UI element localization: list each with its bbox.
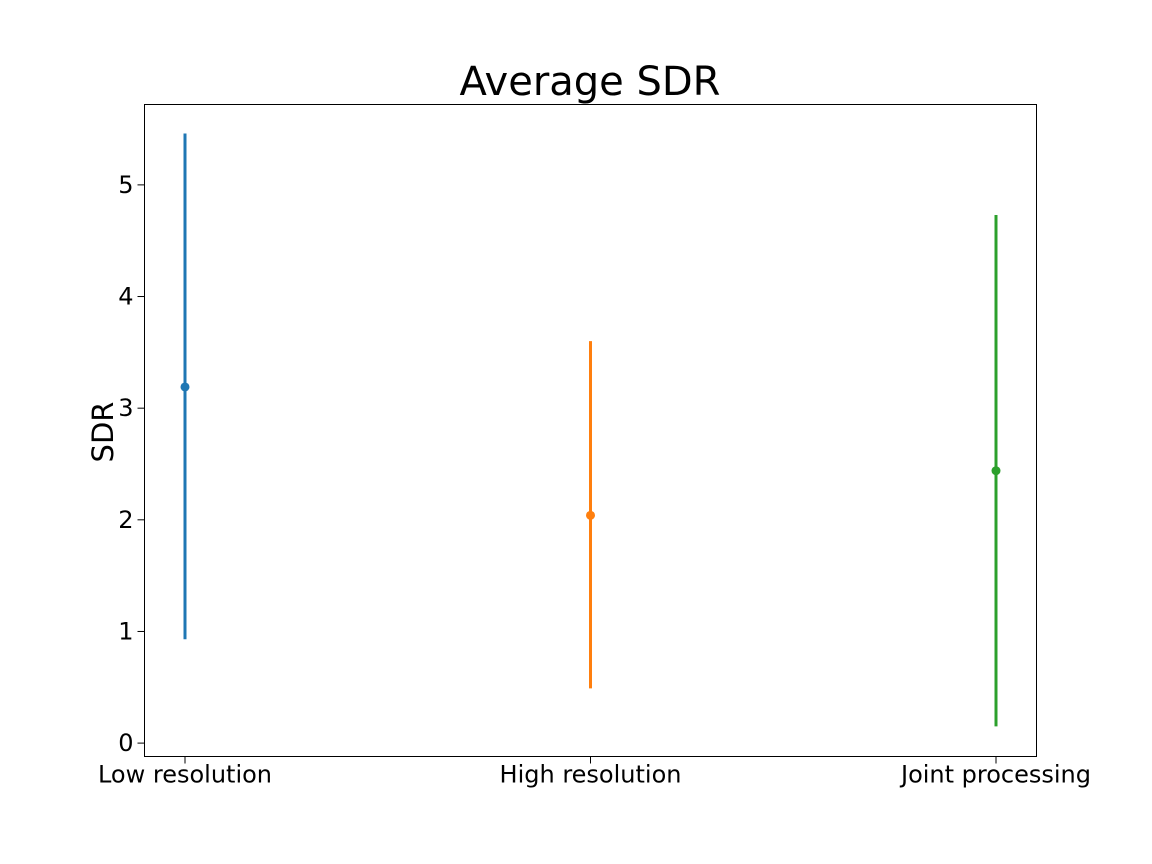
y-tick-label: 2 — [118, 506, 133, 534]
mean-point — [180, 382, 190, 392]
chart-title: Average SDR — [460, 59, 721, 105]
x-tick-label: Joint processing — [899, 761, 1091, 789]
y-tick-label: 3 — [118, 394, 133, 422]
y-tick-label: 4 — [118, 283, 133, 311]
mean-point — [586, 510, 595, 520]
x-tick-label: High resolution — [500, 761, 682, 789]
y-axis-label: SDR — [86, 402, 120, 463]
y-tick-label: 5 — [118, 171, 133, 199]
y-tick-label: 0 — [118, 729, 133, 757]
x-tick-label: Low resolution — [98, 761, 272, 789]
y-axis: 0 1 2 3 4 5 — [118, 171, 145, 757]
mean-point — [991, 466, 1001, 476]
plot-marks — [180, 133, 1001, 727]
y-tick-label: 1 — [118, 617, 133, 645]
x-axis: Low resolution High resolution Joint proce… — [98, 756, 1091, 789]
